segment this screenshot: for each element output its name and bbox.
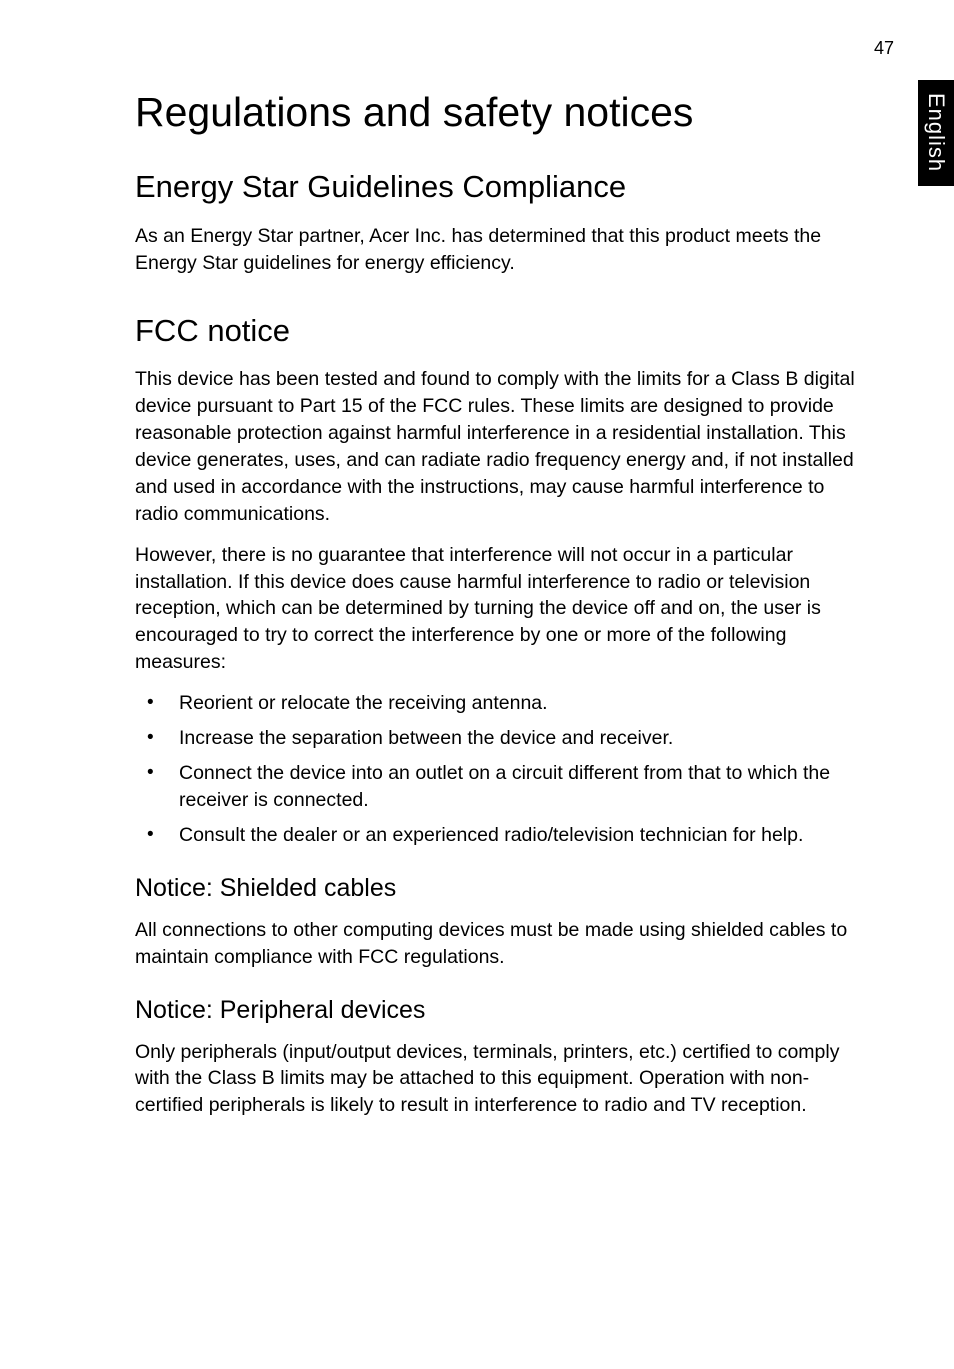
subsection-heading-shielded-cables: Notice: Shielded cables <box>135 873 855 903</box>
paragraph: All connections to other computing devic… <box>135 917 855 971</box>
section-heading-energy-star: Energy Star Guidelines Compliance <box>135 169 855 205</box>
list-item: Reorient or relocate the receiving anten… <box>135 690 855 717</box>
section-heading-fcc: FCC notice <box>135 313 855 349</box>
paragraph: Only peripherals (input/output devices, … <box>135 1039 855 1120</box>
subsection-heading-peripheral-devices: Notice: Peripheral devices <box>135 995 855 1025</box>
language-tab: English <box>918 80 954 186</box>
page-number: 47 <box>874 38 894 59</box>
paragraph: As an Energy Star partner, Acer Inc. has… <box>135 223 855 277</box>
list-item: Consult the dealer or an experienced rad… <box>135 822 855 849</box>
paragraph: However, there is no guarantee that inte… <box>135 542 855 677</box>
bullet-list: Reorient or relocate the receiving anten… <box>135 690 855 849</box>
language-tab-label: English <box>923 93 949 172</box>
list-item: Connect the device into an outlet on a c… <box>135 760 855 814</box>
paragraph: This device has been tested and found to… <box>135 366 855 527</box>
page-title: Regulations and safety notices <box>135 90 855 135</box>
page-content: Regulations and safety notices Energy St… <box>135 90 855 1133</box>
list-item: Increase the separation between the devi… <box>135 725 855 752</box>
